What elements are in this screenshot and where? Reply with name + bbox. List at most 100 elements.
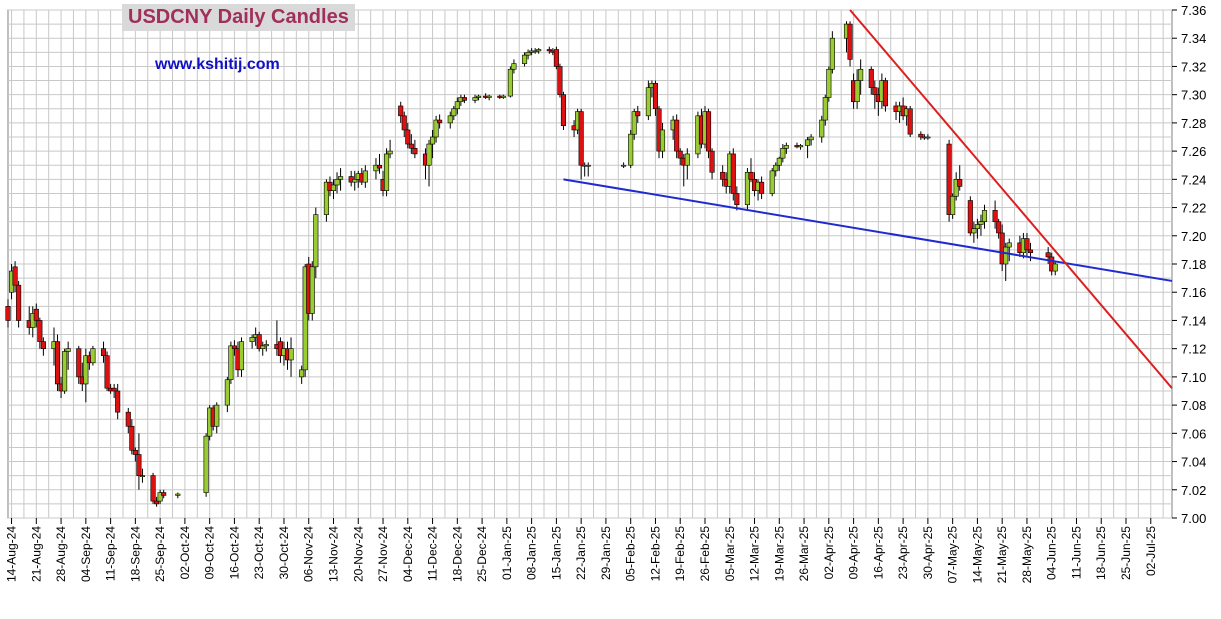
candle-body xyxy=(150,475,156,502)
x-tick-label: 16-Oct-24 xyxy=(227,526,241,580)
candle-body xyxy=(132,449,138,455)
candle-body xyxy=(635,111,641,117)
x-tick-label: 14-Aug-24 xyxy=(5,526,19,582)
y-axis: 7.00 7.02 7.04 7.06 7.08 7.10 7.12 7.14 7.16 7.18… xyxy=(1172,3,1206,526)
y-tick-label: 7.20 xyxy=(1181,229,1206,244)
candle-body xyxy=(228,345,234,381)
candle-body xyxy=(992,210,998,222)
candle-body xyxy=(1024,238,1030,251)
candle-body xyxy=(313,214,319,268)
candle-body xyxy=(822,97,828,121)
candle-body xyxy=(100,348,107,357)
candle-body xyxy=(872,87,878,95)
chart-title: USDCNY Daily Candles xyxy=(122,4,355,31)
x-tick-label: 18-Dec-24 xyxy=(450,526,464,582)
candle-body xyxy=(398,105,404,117)
candle-body xyxy=(401,115,407,131)
y-tick-label: 7.06 xyxy=(1181,426,1206,441)
candle-body xyxy=(847,23,853,60)
candle-body xyxy=(532,50,538,53)
candle-body xyxy=(773,164,779,172)
candle-body xyxy=(652,83,659,110)
candle-body xyxy=(797,145,804,148)
candle-body xyxy=(829,37,835,70)
candle-body xyxy=(129,425,135,451)
candle-body xyxy=(808,136,814,141)
y-tick-label: 7.18 xyxy=(1181,257,1206,272)
x-tick-label: 18-Sep-24 xyxy=(128,526,142,582)
candle-body xyxy=(62,351,68,392)
candle-body xyxy=(971,228,977,234)
trendlines-layer xyxy=(563,9,1173,389)
candle-body xyxy=(12,266,18,286)
candle-body xyxy=(447,115,453,124)
candle-body xyxy=(338,176,344,180)
x-tick-label: 09-Apr-25 xyxy=(847,526,861,580)
candle-body xyxy=(776,157,782,166)
candle-body xyxy=(621,164,627,167)
x-tick-label: 05-Feb-25 xyxy=(624,526,638,582)
candle-body xyxy=(16,284,22,321)
candle-body xyxy=(5,306,11,321)
candle-body xyxy=(302,266,308,371)
candle-body xyxy=(511,63,517,70)
candle-body xyxy=(136,454,142,476)
candle-body xyxy=(263,344,269,347)
y-tick-label: 7.30 xyxy=(1181,88,1206,103)
y-tick-label: 7.10 xyxy=(1181,370,1206,385)
candle-body xyxy=(405,129,411,145)
candle-body xyxy=(125,411,131,427)
candle-body xyxy=(408,143,414,149)
candle-body xyxy=(334,179,340,186)
x-tick-label: 28-May-25 xyxy=(1020,526,1034,584)
x-tick-label: 05-Mar-25 xyxy=(723,526,737,582)
candle-body xyxy=(104,355,110,389)
candle-body xyxy=(628,133,634,166)
resistance-trendline xyxy=(849,9,1173,389)
candle-body xyxy=(507,68,513,97)
candle-body xyxy=(111,387,117,392)
candle-body xyxy=(759,181,765,194)
candle-body xyxy=(376,164,383,169)
candle-body xyxy=(249,337,255,342)
y-tick-label: 7.36 xyxy=(1181,3,1206,18)
support-trendline xyxy=(563,178,1173,282)
candle-body xyxy=(40,341,46,349)
candle-body xyxy=(384,153,390,191)
candle-body xyxy=(748,171,754,180)
y-tick-label: 7.14 xyxy=(1181,313,1206,328)
candle-body xyxy=(1052,263,1058,272)
candle-body xyxy=(76,348,82,378)
x-tick-label: 18-Jun-25 xyxy=(1094,526,1108,580)
candle-body xyxy=(659,129,666,152)
x-tick-label: 14-May-25 xyxy=(970,526,984,584)
x-tick-label: 27-Nov-24 xyxy=(376,526,390,582)
x-tick-label: 04-Jun-25 xyxy=(1045,526,1059,580)
y-tick-label: 7.02 xyxy=(1181,483,1206,498)
candle-body xyxy=(854,80,860,103)
candle-body xyxy=(288,348,294,361)
candle-body xyxy=(37,320,43,342)
candle-body xyxy=(868,68,874,88)
x-tick-label: 15-Jan-25 xyxy=(549,526,563,580)
candle-body xyxy=(521,54,528,64)
candle-body xyxy=(362,170,368,183)
candle-body xyxy=(730,153,736,194)
x-tick-label: 25-Sep-24 xyxy=(153,526,167,582)
candle-body xyxy=(387,150,393,155)
candle-body xyxy=(430,136,436,145)
y-tick-label: 7.12 xyxy=(1181,342,1206,357)
x-tick-label: 02-Apr-25 xyxy=(822,526,836,580)
x-tick-label: 13-Nov-24 xyxy=(326,526,340,582)
x-tick-label: 06-Nov-24 xyxy=(302,526,316,582)
candle-body xyxy=(525,52,531,56)
candle-body xyxy=(953,179,959,197)
candle-body xyxy=(918,133,924,138)
candle-body xyxy=(224,379,230,406)
candle-body xyxy=(536,49,542,52)
candle-body xyxy=(33,308,39,321)
candle-body xyxy=(500,95,506,98)
x-tick-label: 23-Oct-24 xyxy=(252,526,266,580)
x-tick-label: 23-Apr-25 xyxy=(896,526,910,580)
candle-body xyxy=(981,210,988,222)
